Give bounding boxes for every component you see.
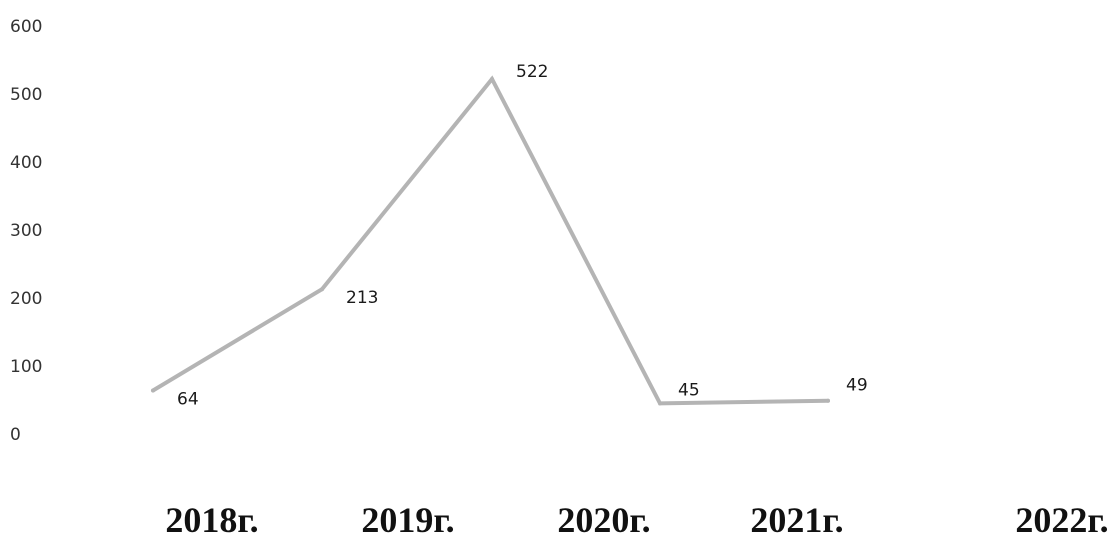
data-point	[320, 287, 324, 292]
data-label: 522	[516, 62, 548, 82]
y-tick-label: 200	[10, 289, 42, 309]
y-tick-label: 400	[10, 153, 42, 173]
data-point	[490, 77, 494, 81]
data-point	[658, 401, 662, 406]
data-point	[826, 398, 830, 403]
data-label: 49	[846, 376, 868, 396]
x-tick-label: 2020г.	[557, 500, 650, 540]
series-group	[151, 75, 830, 406]
data-label: 45	[678, 380, 700, 400]
data-label: 64	[177, 389, 199, 409]
x-tick-label: 2019г.	[361, 500, 454, 540]
x-tick-label: 2022г.	[1015, 500, 1108, 540]
x-axis-ticks: 2018г. 2019г. 2020г. 2021г. 2022г.	[165, 500, 1108, 540]
y-tick-label: 0	[10, 425, 21, 445]
y-tick-label: 300	[10, 221, 42, 241]
y-tick-label: 100	[10, 357, 42, 377]
y-tick-label: 500	[10, 85, 42, 105]
y-tick-label: 600	[10, 17, 42, 37]
data-point	[151, 388, 155, 393]
data-labels: 64 213 522 45 49	[177, 62, 868, 409]
y-axis-ticks: 0 100 200 300 400 500 600	[10, 17, 42, 445]
data-label: 213	[346, 288, 378, 308]
x-tick-label: 2021г.	[750, 500, 843, 540]
series-line	[151, 75, 830, 406]
x-tick-label: 2018г.	[165, 500, 258, 540]
